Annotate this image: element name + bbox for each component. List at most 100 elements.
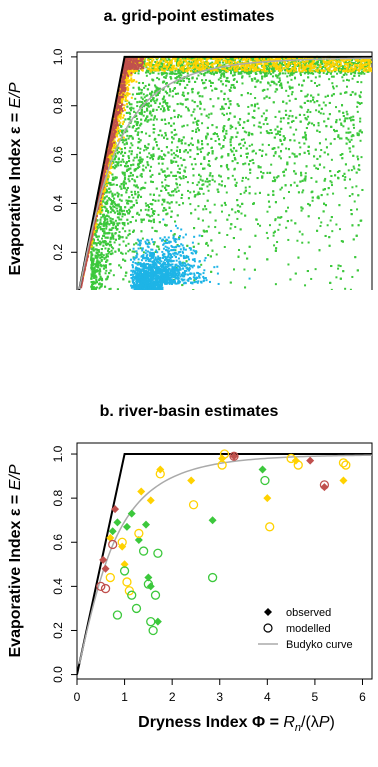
data-point	[317, 121, 320, 124]
data-point	[229, 281, 232, 284]
data-point	[181, 93, 184, 96]
data-point	[166, 167, 169, 170]
data-point	[227, 154, 230, 157]
data-point	[190, 114, 193, 117]
data-point	[193, 101, 196, 104]
data-point	[356, 155, 359, 158]
data-point	[257, 107, 260, 110]
data-point	[117, 132, 120, 135]
data-point	[253, 116, 256, 119]
data-point	[231, 174, 234, 177]
data-point	[146, 107, 149, 110]
data-point	[176, 214, 179, 217]
data-point	[124, 138, 127, 141]
data-point	[117, 164, 120, 167]
data-point	[161, 198, 164, 201]
data-point	[166, 174, 169, 177]
data-point	[333, 70, 336, 73]
data-point	[147, 119, 150, 122]
data-point	[199, 62, 202, 65]
data-point	[97, 249, 100, 252]
data-point	[272, 154, 275, 157]
data-point	[126, 134, 129, 137]
data-point	[320, 149, 323, 152]
data-point	[229, 141, 232, 144]
data-point	[359, 96, 362, 99]
data-point	[329, 142, 332, 145]
data-point	[147, 214, 150, 217]
data-point	[146, 120, 149, 123]
data-point	[300, 174, 303, 177]
data-point	[119, 152, 122, 155]
data-point	[110, 221, 113, 224]
data-point	[304, 284, 307, 287]
data-point	[137, 127, 140, 130]
data-point	[138, 151, 141, 154]
data-point	[274, 128, 277, 131]
data-point	[124, 131, 127, 134]
data-point	[112, 183, 115, 186]
data-point	[199, 175, 202, 178]
data-point	[231, 208, 234, 211]
data-point	[269, 171, 272, 174]
data-point	[236, 103, 239, 106]
data-point	[287, 206, 290, 209]
data-point	[195, 121, 198, 124]
data-point	[324, 95, 327, 98]
data-point	[297, 256, 300, 259]
data-point	[269, 84, 272, 87]
data-point	[258, 121, 261, 124]
data-point	[91, 281, 94, 284]
data-point	[352, 165, 355, 168]
data-point	[191, 76, 194, 79]
data-point	[279, 138, 282, 141]
data-point	[245, 131, 248, 134]
data-point	[359, 117, 362, 120]
data-point	[108, 243, 111, 246]
data-point	[229, 100, 232, 103]
data-point	[105, 253, 108, 256]
data-point	[358, 74, 361, 77]
data-point	[150, 207, 153, 210]
data-point	[96, 225, 99, 228]
data-point	[118, 222, 121, 225]
data-point	[125, 199, 128, 202]
data-point	[201, 143, 204, 146]
data-point	[119, 206, 122, 209]
data-point	[339, 265, 342, 268]
data-point	[104, 266, 107, 269]
data-point	[121, 151, 124, 154]
data-point	[162, 209, 165, 212]
data-point	[121, 129, 124, 132]
data-point	[163, 207, 166, 210]
data-point	[356, 80, 359, 83]
data-point	[101, 279, 104, 282]
data-point	[246, 257, 249, 260]
data-point	[349, 178, 352, 181]
data-point	[255, 218, 258, 221]
data-point	[100, 216, 103, 219]
data-point	[224, 185, 227, 188]
data-point	[105, 200, 108, 203]
data-point	[299, 180, 302, 183]
data-point	[273, 244, 276, 247]
data-point	[202, 82, 205, 85]
data-point	[346, 117, 349, 120]
data-point	[136, 101, 139, 104]
data-point	[135, 127, 138, 130]
data-point	[274, 74, 277, 77]
data-point	[327, 117, 330, 120]
y-tick-label: 0.8	[51, 97, 65, 114]
data-point	[274, 152, 277, 155]
data-point	[198, 95, 201, 98]
data-point	[287, 148, 290, 151]
data-point	[165, 184, 168, 187]
data-point	[298, 83, 301, 86]
data-point	[151, 90, 154, 93]
data-point	[95, 251, 98, 254]
y-tick-label: 1.0	[51, 48, 65, 65]
data-point	[108, 191, 111, 194]
data-point	[328, 236, 331, 239]
data-point	[104, 236, 107, 239]
data-point	[96, 249, 99, 252]
